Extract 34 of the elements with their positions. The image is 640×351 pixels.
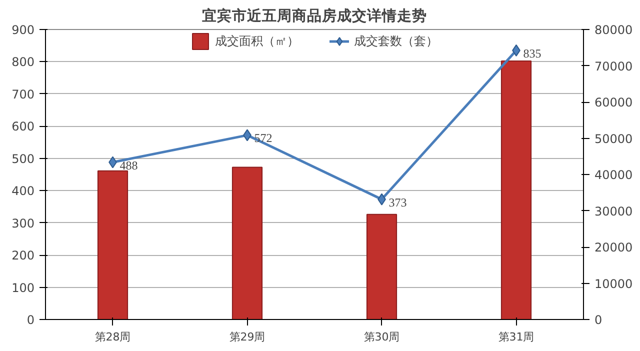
x-tick-label: 第28周	[94, 330, 131, 344]
y2-tick-label: 60000	[594, 96, 633, 110]
y-tick-label: 700	[12, 87, 34, 102]
y-tick-label: 800	[12, 55, 34, 70]
y2-tick-label: 70000	[594, 59, 633, 74]
y-tick-label: 300	[12, 216, 34, 230]
bar	[232, 166, 263, 320]
data-label: 373	[388, 195, 407, 210]
y2-tick-label: 40000	[594, 168, 633, 182]
y2-tick-label: 80000	[594, 23, 633, 37]
y-tick-label: 0	[26, 313, 35, 327]
bar	[366, 214, 398, 320]
x-tick-label: 第29周	[229, 330, 266, 344]
y-tick-label: 600	[12, 120, 34, 134]
y-tick-label: 900	[12, 23, 34, 37]
chart-title: 宜宾市近五周商品房成交详情走势	[202, 6, 427, 24]
x-tick-label: 第30周	[364, 330, 400, 344]
y2-tick-label: 0	[594, 313, 602, 327]
data-label: 835	[523, 46, 542, 60]
y-tick-label: 100	[12, 280, 34, 295]
data-label: 488	[120, 158, 138, 172]
legend-label: 成交面积（㎡）	[215, 32, 299, 50]
bar	[97, 170, 128, 320]
data-label: 572	[254, 131, 272, 146]
y2-tick-label: 50000	[594, 132, 633, 146]
y-tick-label: 500	[12, 152, 34, 166]
y-tick-label: 200	[12, 248, 34, 263]
y2-tick-label: 10000	[594, 276, 633, 291]
legend-label: 成交套数（套）	[354, 32, 438, 50]
y2-tick-label: 30000	[594, 204, 633, 218]
bar	[500, 60, 532, 320]
y2-tick-label: 20000	[594, 240, 633, 254]
x-tick-label: 第31周	[498, 330, 534, 344]
y-tick-label: 400	[12, 184, 34, 198]
